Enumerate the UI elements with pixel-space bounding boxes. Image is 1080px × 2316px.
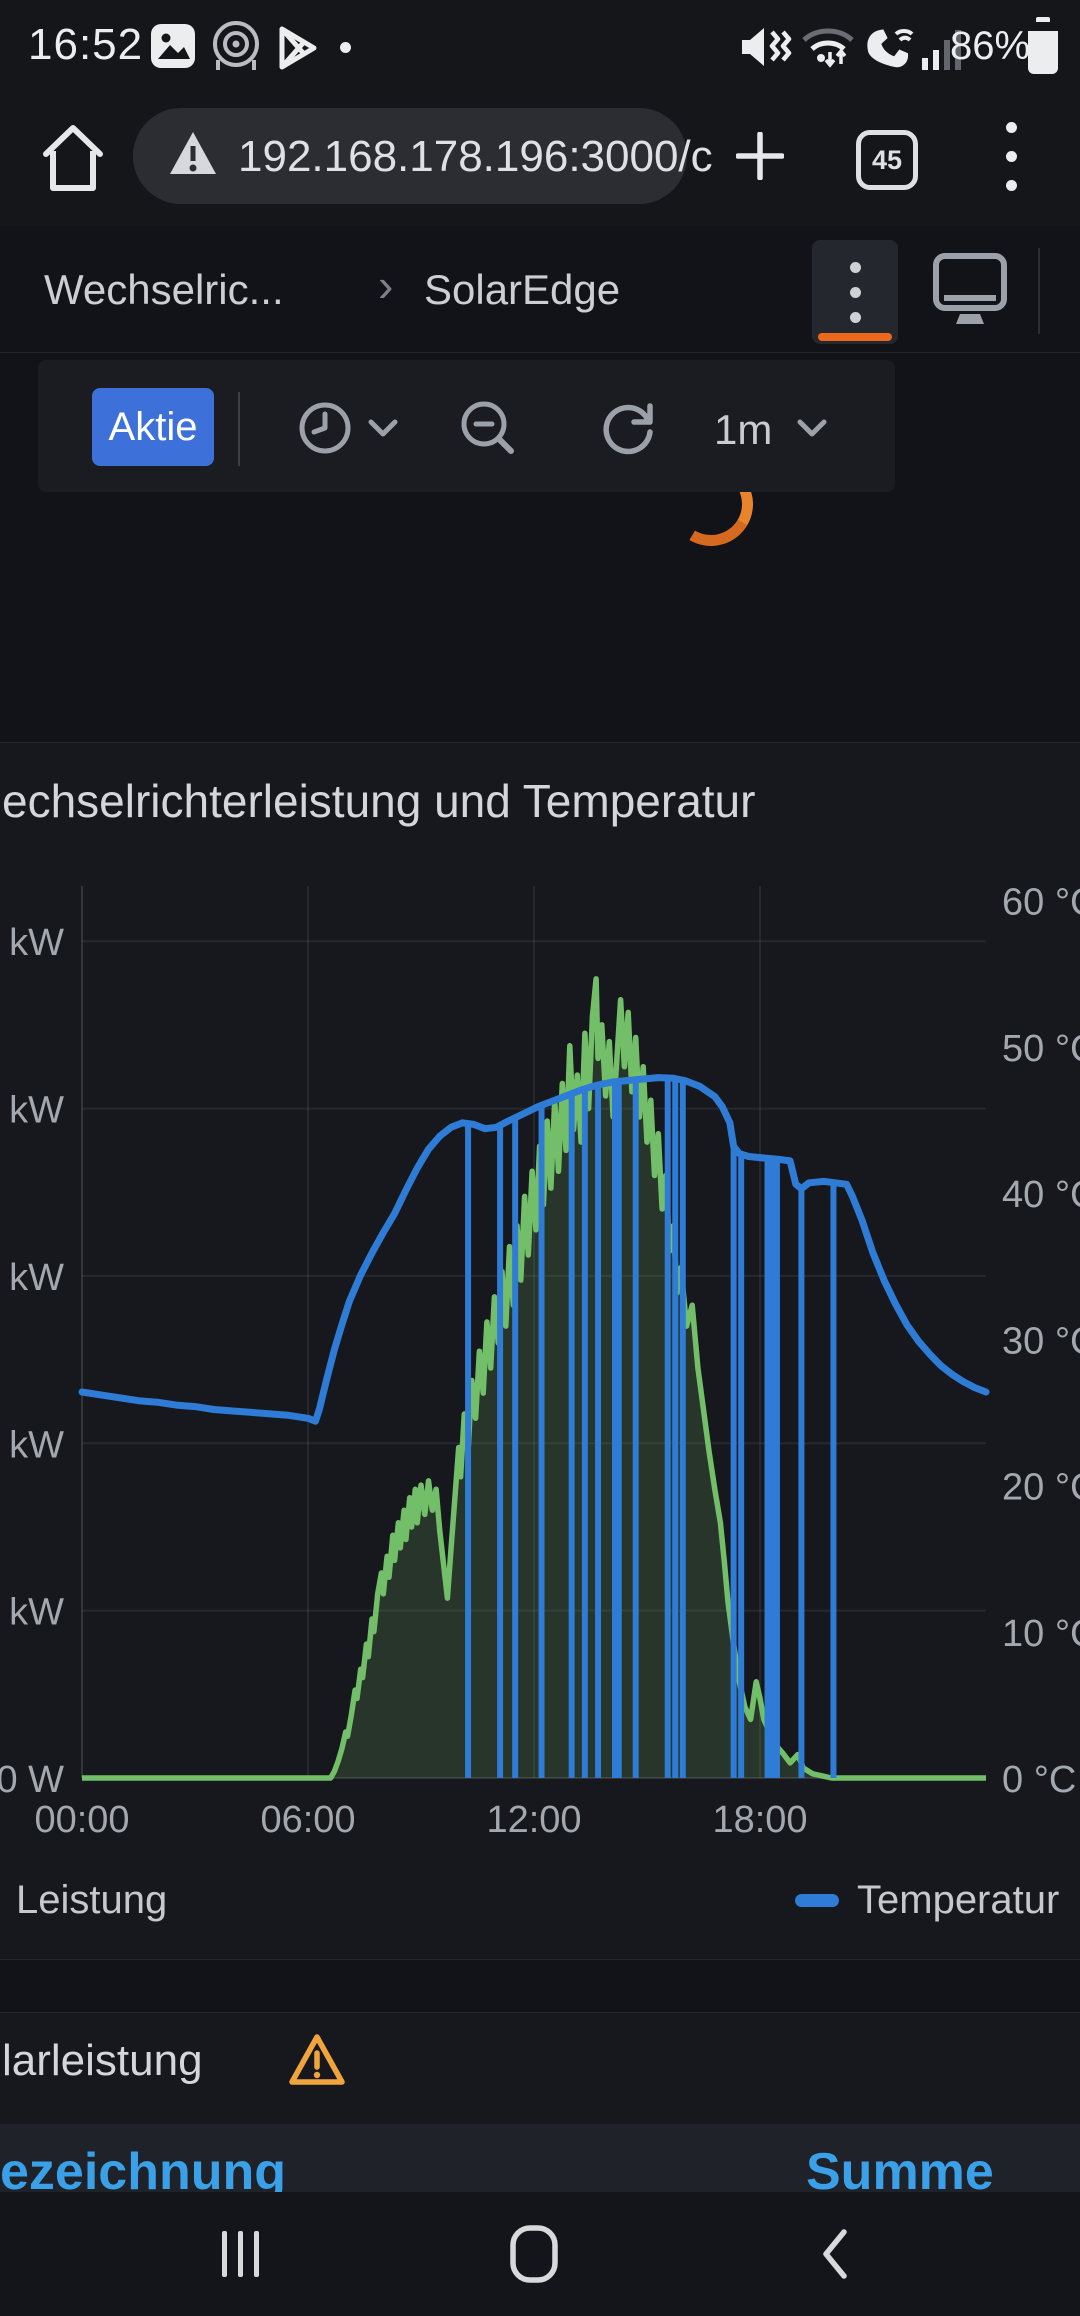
back-button[interactable] [822,2229,848,2279]
svg-text:50 °C: 50 °C [1002,1028,1080,1070]
svg-text:06:00: 06:00 [260,1799,355,1841]
tv-kiosk-icon[interactable] [932,252,1008,332]
refresh-interval[interactable]: 1m [714,406,773,453]
column-header-bezeichnung[interactable]: ezeichnung [0,2143,287,2192]
svg-text:kW: kW [9,1257,64,1299]
notification-dot-icon [340,42,351,53]
battery-icon [1028,17,1058,74]
svg-text:kW: kW [9,1090,64,1132]
address-bar[interactable] [133,108,687,204]
solar-panel [0,2012,1080,2125]
security-warning-icon[interactable] [168,130,218,178]
toolbar-divider [238,392,240,466]
clock-time: 16:52 [28,20,144,69]
legend-item-temperatur[interactable]: Temperatur [795,1878,1059,1923]
svg-text:kW: kW [9,1592,64,1634]
timeseries-panel-title[interactable]: echselrichterleistung und Temperatur [2,775,756,827]
variable-button-label: Aktie [108,404,198,449]
legend-item-leistung[interactable]: Leistung [0,1878,167,1923]
android-navbar [0,2192,1080,2316]
timeseries-chart[interactable]: kW kW kW kW kW 0 W 60 °C 50 °C 40 °C 30 °C 20 °C 10… [0,860,1080,1870]
column-header-summe[interactable]: Summe [806,2143,994,2192]
svg-text:10 °C: 10 °C [1002,1613,1080,1655]
legend-label: Leistung [16,1878,168,1922]
interval-chevron-down-icon[interactable] [797,418,827,438]
tab-counter[interactable]: 45 [856,130,918,190]
table-header-row: ezeichnung Summe [0,2124,1080,2192]
svg-text:30 °C: 30 °C [1002,1320,1080,1362]
time-picker-icon[interactable] [298,401,352,455]
breadcrumb-folder[interactable]: Wechselric... [44,266,284,313]
recents-button[interactable] [216,2192,276,2316]
svg-text:0 W: 0 W [0,1759,64,1801]
new-tab-icon[interactable] [736,132,784,180]
svg-text:12:00: 12:00 [486,1799,581,1841]
url-text[interactable]: 192.168.178.196:3000/c [238,132,713,181]
home-icon[interactable] [40,118,106,198]
warning-icon[interactable] [288,2032,346,2088]
browser-menu-icon[interactable] [1006,122,1018,194]
refresh-icon[interactable] [598,398,660,458]
svg-text:00:00: 00:00 [34,1799,129,1841]
wifi-call-icon [867,29,914,68]
mute-icon [742,28,792,66]
play-store-icon [279,26,317,70]
wifi-icon [802,28,854,68]
gallery-icon [151,24,195,68]
temperatur-swatch-icon [795,1894,839,1907]
grafana-header [0,226,1080,353]
tab-count: 45 [871,144,903,175]
chevron-down-icon[interactable] [368,418,398,438]
breadcrumb-dashboard[interactable]: SolarEdge [424,266,621,313]
signal-icon [922,30,961,70]
header-divider [1038,248,1040,334]
battery-percent: 86% [950,24,1031,68]
svg-text:kW: kW [9,1424,64,1466]
speaker-icon [213,21,259,70]
status-bar: 16:52 86% [0,0,1080,90]
dashboard-menu-button[interactable] [812,240,898,344]
svg-text:0 °C: 0 °C [1002,1759,1076,1801]
zoom-out-icon[interactable] [458,398,518,458]
solar-panel-title[interactable]: larleistung [2,2036,203,2085]
variable-button[interactable]: Aktie [92,388,214,466]
focus-underline [818,333,892,341]
svg-text:20 °C: 20 °C [1002,1467,1080,1509]
svg-text:40 °C: 40 °C [1002,1174,1080,1216]
svg-text:60 °C: 60 °C [1002,882,1080,924]
svg-text:18:00: 18:00 [712,1799,807,1841]
svg-text:kW: kW [9,922,64,964]
legend-label: Temperatur [857,1878,1060,1922]
breadcrumb-separator: › [378,259,394,311]
home-button[interactable] [510,2225,558,2283]
